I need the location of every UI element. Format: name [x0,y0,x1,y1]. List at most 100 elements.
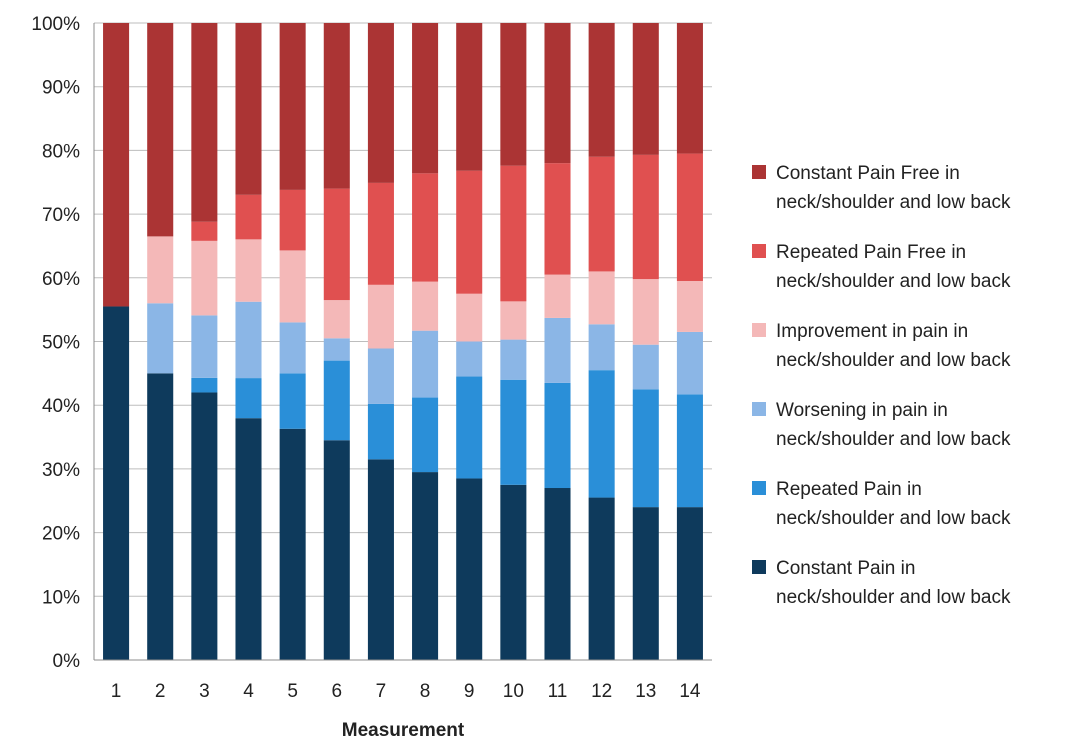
bar-segment [588,370,615,498]
bar-segment [500,339,527,380]
legend-label: neck/shoulder and low back [776,587,1011,608]
y-tick-label: 80% [42,141,80,162]
bar-segment [412,472,439,660]
bar-segment [456,170,483,294]
bar-segment [588,497,615,660]
bar-segment [412,330,439,398]
bar-segment [147,303,174,374]
x-tick-label: 2 [155,681,166,702]
bar-segment [279,322,306,374]
bars [103,23,703,660]
bar-segment [500,484,527,660]
bar-segment [676,153,703,281]
legend-swatch [752,244,766,258]
y-tick-label: 60% [42,269,80,290]
bar-segment [588,324,615,371]
bar-segment [588,23,615,157]
legend-label: Improvement in pain in [776,321,968,342]
legend-label: Constant Pain in [776,558,915,579]
bar-segment [544,317,571,383]
bar-segment [103,306,130,660]
bar-segment [235,194,262,240]
legend-swatch [752,402,766,416]
x-tick-label: 4 [243,681,254,702]
y-tick-label: 30% [42,460,80,481]
bar-segment [412,281,439,331]
bar-segment [456,293,483,342]
bar-segment [544,274,571,318]
x-tick-label: 8 [420,681,431,702]
bar-segment [367,403,394,460]
gridlines [94,22,712,597]
bar-segment [103,23,130,307]
x-tick-label: 6 [331,681,342,702]
bar-segment [456,341,483,377]
bar-segment [456,376,483,479]
bar-segment [279,189,306,251]
bar-segment [323,338,350,361]
bar-segment [235,23,262,195]
bar-segment [323,300,350,339]
bar-segment [676,331,703,395]
x-tick-label: 12 [591,681,612,702]
bar-segment [191,240,218,316]
bar-segment [147,23,174,237]
x-tick-label: 9 [464,681,475,702]
y-tick-label: 20% [42,524,80,545]
bar-segment [676,507,703,660]
legend-swatch [752,560,766,574]
y-tick-label: 50% [42,333,80,354]
bar-segment [632,507,659,660]
bar-segment [191,377,218,393]
bar-segment [632,154,659,280]
legend-label: Constant Pain Free in [776,163,960,184]
y-tick-label: 90% [42,78,80,99]
bar-segment [235,418,262,660]
legend: Constant Pain Free in neck/shoulder and l… [752,163,1011,608]
bar-segment [588,156,615,272]
bar-segment [676,394,703,508]
bar-segment [632,344,659,390]
bar-segment [500,23,527,166]
y-tick-label: 70% [42,205,80,226]
legend-label: neck/shoulder and low back [776,429,1011,450]
bar-segment [235,301,262,379]
x-tick-label: 3 [199,681,210,702]
bar-segment [456,478,483,660]
legend-label: neck/shoulder and low back [776,350,1011,371]
bar-segment [500,301,527,340]
bar-segment [147,236,174,304]
x-tick-label: 1 [111,681,122,702]
bar-segment [544,163,571,275]
bar-segment [544,23,571,164]
bar-segment [235,239,262,302]
legend-label: neck/shoulder and low back [776,271,1011,292]
bar-segment [412,397,439,473]
bar-segment [191,315,218,378]
y-tick-label: 0% [53,651,81,672]
bar-segment [544,488,571,660]
bar-segment [500,379,527,485]
x-tick-label: 10 [503,681,524,702]
x-axis-title: Measurement [342,720,465,741]
bar-segment [367,459,394,660]
bar-segment [500,165,527,302]
x-tick-label: 5 [287,681,298,702]
bar-segment [588,271,615,325]
bar-segment [235,378,262,419]
x-tick-label: 7 [376,681,387,702]
bar-segment [367,348,394,404]
legend-label: neck/shoulder and low back [776,508,1011,529]
bar-segment [323,188,350,301]
bar-segment [191,221,218,241]
legend-swatch [752,323,766,337]
legend-swatch [752,481,766,495]
bar-segment [632,23,659,155]
bar-segment [191,23,218,222]
bar-segment [279,250,306,323]
legend-label: Worsening in pain in [776,400,948,421]
x-tick-label: 13 [635,681,656,702]
bar-segment [632,279,659,345]
